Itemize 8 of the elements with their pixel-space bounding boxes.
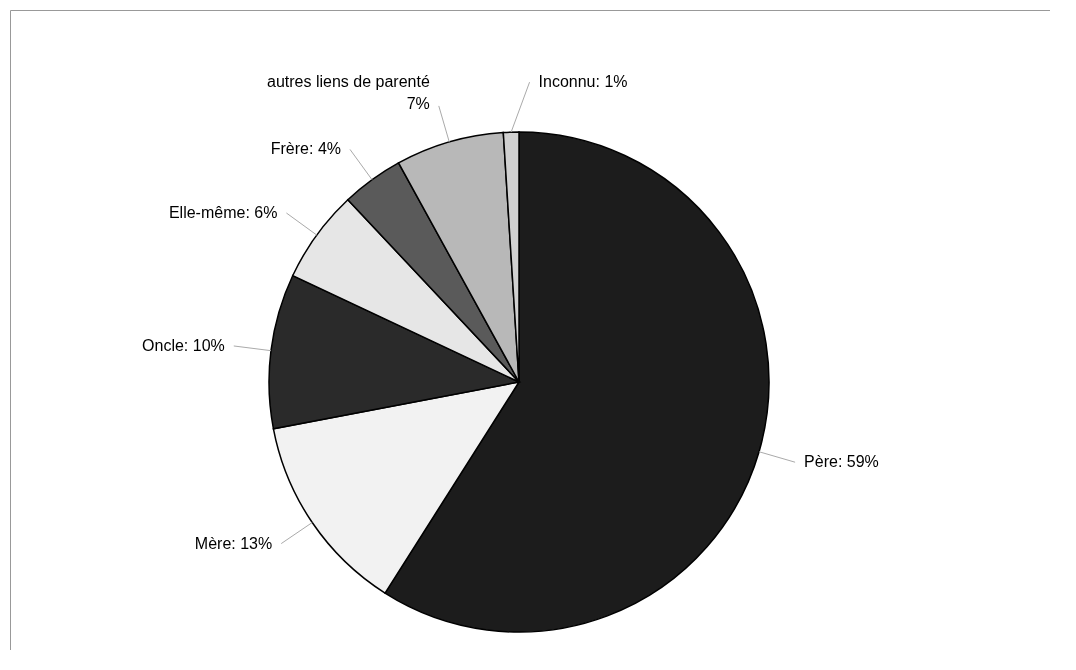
slice-label: Mère: 13% bbox=[194, 534, 273, 552]
slice-label: Inconnu: 1% bbox=[538, 73, 628, 91]
slice-label: autres liens de parenté bbox=[267, 72, 430, 90]
slice-label: Frère: 4% bbox=[270, 140, 342, 158]
slice-label: Elle-même: 6% bbox=[168, 204, 278, 222]
slice-label: Oncle: 10% bbox=[142, 336, 225, 354]
slice-label: Père: 59% bbox=[804, 453, 879, 471]
data-label: 7% bbox=[406, 94, 430, 112]
